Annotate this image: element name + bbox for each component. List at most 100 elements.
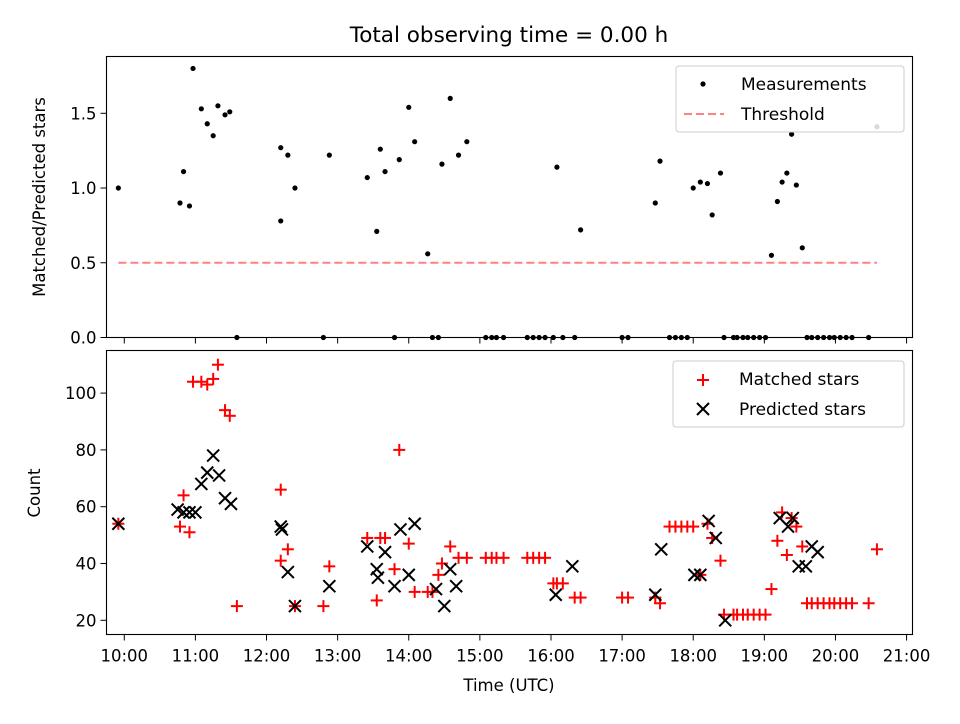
measurement-point <box>326 152 332 158</box>
measurement-point <box>222 112 228 118</box>
measurement-point <box>180 168 187 175</box>
measurement-point <box>455 152 462 158</box>
measurement-point <box>278 218 284 224</box>
bottom-x-tick-label: 10:00 <box>100 647 148 666</box>
measurement-point <box>684 334 690 341</box>
legend-matched-marker <box>697 374 709 386</box>
predicted-star-point <box>212 468 226 483</box>
measurement-point <box>572 334 578 341</box>
measurement-point <box>542 334 548 341</box>
measurement-point <box>464 139 470 145</box>
matched-star-point <box>361 531 374 544</box>
measurement-point <box>550 334 556 341</box>
measurement-point <box>745 334 751 341</box>
measurement-point <box>831 334 837 341</box>
predicted-star-point <box>549 588 563 602</box>
chart-title: Total observing time = 0.00 h <box>349 23 669 48</box>
matched-star-point <box>444 540 457 553</box>
measurement-point <box>530 334 536 341</box>
predicted-star-point <box>275 522 289 537</box>
measurement-point <box>779 179 785 185</box>
matched-star-point <box>622 591 635 604</box>
predicted-star-point <box>288 599 302 613</box>
bottom-x-tick-label: 21:00 <box>883 647 931 666</box>
measurement-point <box>435 334 441 341</box>
predicted-star-point <box>111 517 126 531</box>
matched-star-point <box>846 597 859 610</box>
measurement-point <box>672 334 679 341</box>
matched-star-point <box>379 531 392 544</box>
measurement-point <box>447 95 453 101</box>
measurement-point <box>762 334 769 341</box>
predicted-star-point <box>200 465 214 480</box>
measurement-point <box>799 245 805 251</box>
top-y-tick-label: 1.5 <box>70 104 96 123</box>
measurement-point <box>821 334 827 341</box>
measurement-point <box>730 334 737 341</box>
measurement-point <box>866 334 872 341</box>
matched-star-point <box>173 520 186 533</box>
measurement-point <box>425 251 431 257</box>
matched-star-point <box>687 520 700 533</box>
measurement-point <box>849 334 855 341</box>
bottom-y-tick-label: 40 <box>76 555 97 574</box>
matched-star-point <box>207 372 220 385</box>
measurement-point <box>678 334 684 341</box>
measurement-point <box>554 164 560 170</box>
matched-star-point <box>780 548 793 561</box>
legend-measurements-label: Measurements <box>741 75 867 95</box>
predicted-star-point <box>176 505 191 520</box>
measurement-point <box>751 334 757 341</box>
predicted-star-point <box>322 579 337 593</box>
matched-star-point <box>497 551 510 564</box>
measurement-point <box>826 334 833 341</box>
bottom-x-tick-label: 19:00 <box>741 647 789 666</box>
matched-star-point <box>408 585 421 598</box>
measurement-point <box>697 179 703 185</box>
predicted-star-point <box>274 519 288 534</box>
predicted-star-point <box>687 568 702 582</box>
matched-star-point <box>177 489 190 502</box>
predicted-star-point <box>224 497 238 511</box>
matched-star-point <box>796 540 809 553</box>
matched-star-point <box>370 594 383 607</box>
measurement-point <box>843 334 849 341</box>
matched-star-point <box>274 483 287 496</box>
predicted-star-point <box>437 599 452 613</box>
measurement-point <box>704 180 711 187</box>
bottom-legend: Matched stars Predicted stars <box>672 360 905 428</box>
top-plot-frame <box>105 55 914 339</box>
predicted-star-point <box>188 505 203 520</box>
matched-star-point <box>393 443 406 456</box>
bottom-x-tick-label: 20:00 <box>812 647 860 666</box>
predicted-star-point <box>206 448 220 463</box>
bottom-x-tick-label: 11:00 <box>172 647 220 666</box>
measurement-point <box>493 334 500 341</box>
bottom-x-axis-label: Time (UTC) <box>462 676 554 695</box>
bottom-y-tick-label: 20 <box>76 611 97 630</box>
bottom-legend-box <box>672 360 905 428</box>
measurement-point <box>756 334 763 341</box>
measurement-point <box>364 174 370 181</box>
predicted-star-point <box>371 570 385 585</box>
matched-star-point <box>870 543 883 556</box>
measurement-point <box>734 334 740 341</box>
measurement-point <box>709 212 715 218</box>
bottom-x-tick-label: 15:00 <box>456 647 504 666</box>
legend-matched-label: Matched stars <box>739 370 859 390</box>
measurement-point <box>619 334 625 341</box>
predicted-star-point <box>654 542 668 557</box>
predicted-star-point <box>378 545 392 559</box>
measurement-point <box>278 145 284 151</box>
measurement-point <box>804 334 810 341</box>
measurement-point <box>439 161 445 167</box>
matched-star-point <box>714 554 727 567</box>
matched-star-point <box>281 543 294 556</box>
predicted-star-point <box>387 579 402 593</box>
top-legend: Measurements Threshold <box>675 65 905 133</box>
measurement-point <box>227 109 233 115</box>
measurement-point <box>774 198 780 205</box>
matched-star-point <box>759 608 772 621</box>
predicted-star-point <box>718 613 732 628</box>
bottom-x-tick-label: 14:00 <box>385 647 433 666</box>
